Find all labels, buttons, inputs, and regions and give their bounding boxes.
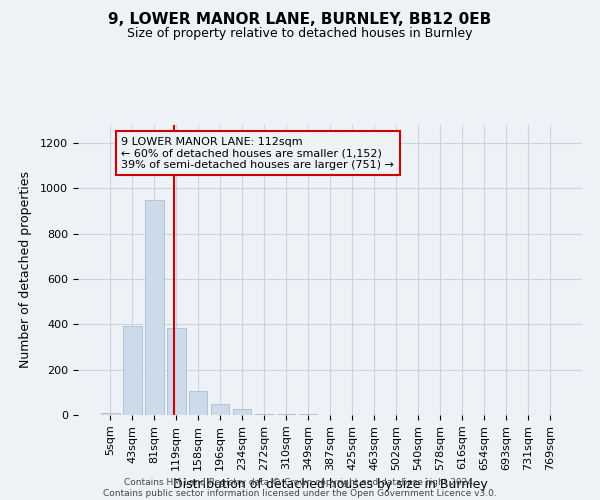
Bar — [233, 410, 251, 415]
Bar — [189, 391, 208, 415]
X-axis label: Distribution of detached houses by size in Burnley: Distribution of detached houses by size … — [173, 478, 487, 491]
Text: 9 LOWER MANOR LANE: 112sqm
← 60% of detached houses are smaller (1,152)
39% of s: 9 LOWER MANOR LANE: 112sqm ← 60% of deta… — [121, 136, 394, 170]
Bar — [299, 414, 317, 415]
Bar — [123, 326, 142, 415]
Bar — [211, 404, 229, 415]
Bar — [277, 414, 295, 415]
Text: 9, LOWER MANOR LANE, BURNLEY, BB12 0EB: 9, LOWER MANOR LANE, BURNLEY, BB12 0EB — [109, 12, 491, 28]
Text: Contains HM Land Registry data © Crown copyright and database right 2024.
Contai: Contains HM Land Registry data © Crown c… — [103, 478, 497, 498]
Text: Size of property relative to detached houses in Burnley: Size of property relative to detached ho… — [127, 28, 473, 40]
Bar — [167, 328, 185, 415]
Y-axis label: Number of detached properties: Number of detached properties — [19, 172, 32, 368]
Bar — [101, 412, 119, 415]
Bar — [255, 414, 274, 415]
Bar — [145, 200, 164, 415]
